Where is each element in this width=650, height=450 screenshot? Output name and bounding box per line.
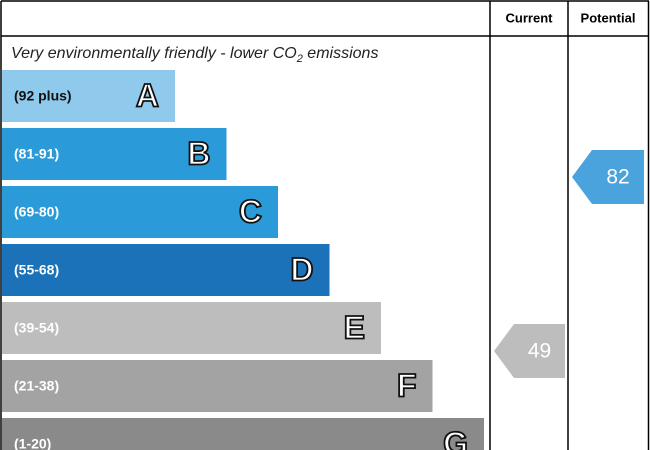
band-range: (92 plus) (14, 88, 72, 104)
rating-bar (2, 70, 175, 122)
rating-bar (2, 128, 227, 180)
potential-value: 82 (606, 166, 629, 189)
band-range: (39-54) (14, 320, 59, 336)
band-range: (81-91) (14, 146, 59, 162)
rating-bar (2, 302, 381, 354)
band-letter: C (239, 193, 262, 229)
band-range: (1-20) (14, 436, 51, 450)
title-text: emissions (303, 45, 379, 62)
rating-bar (2, 244, 330, 296)
band-letter: F (397, 367, 417, 403)
scale-title: Very environmentally friendly - lower CO… (11, 45, 378, 65)
band-range: (55-68) (14, 262, 59, 278)
current-value: 49 (528, 340, 551, 363)
band-letter: E (344, 309, 365, 345)
band-range: (69-80) (14, 204, 59, 220)
current-header: Current (506, 10, 554, 25)
band-letter: A (136, 77, 159, 113)
current-arrow (494, 324, 565, 378)
rating-bar (2, 418, 484, 450)
potential-arrow (572, 150, 644, 204)
band-letter: B (187, 135, 210, 171)
title-subscript: 2 (296, 53, 303, 65)
title-text: Very environmentally friendly - lower CO (11, 45, 297, 62)
rating-bar (2, 360, 433, 412)
band-letter: G (443, 425, 468, 450)
band-letter: D (290, 251, 313, 287)
potential-header: Potential (581, 10, 636, 25)
rating-bar (2, 186, 278, 238)
band-range: (21-38) (14, 378, 59, 394)
